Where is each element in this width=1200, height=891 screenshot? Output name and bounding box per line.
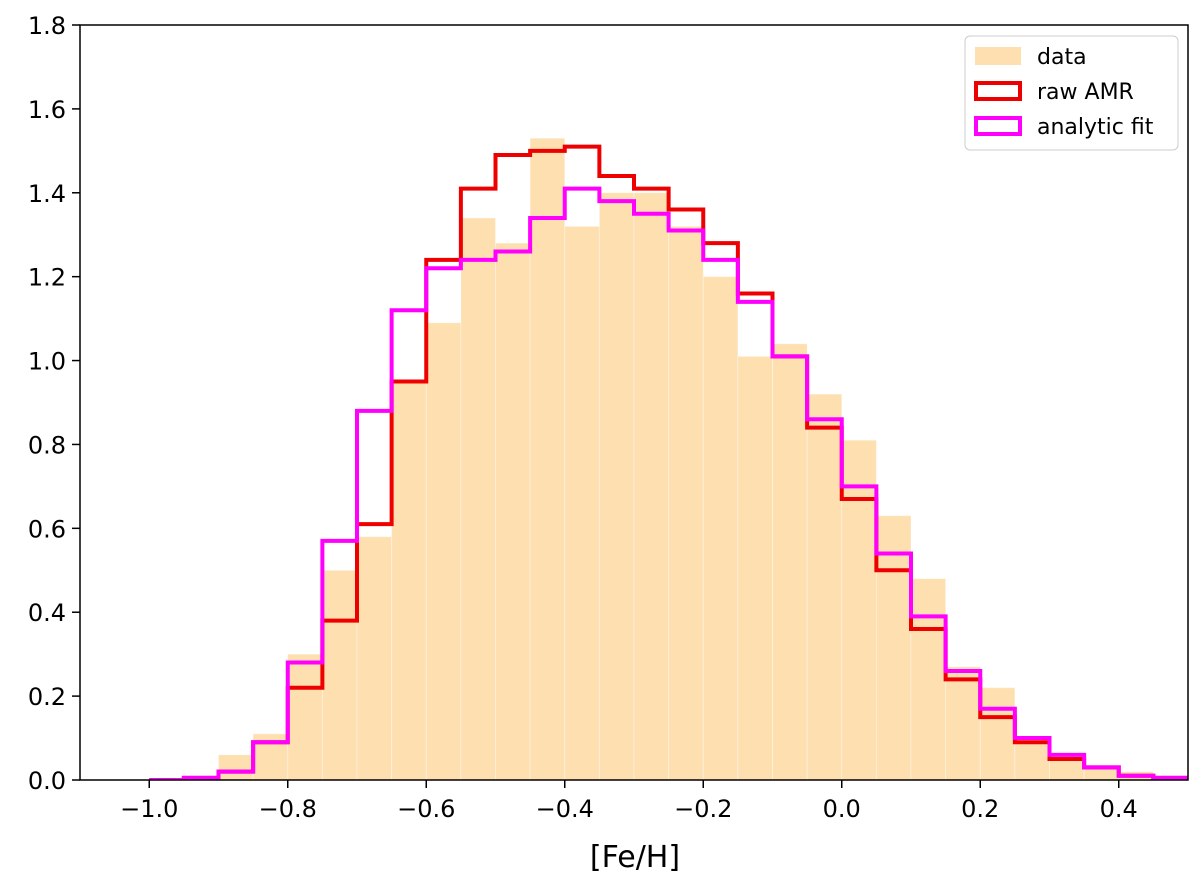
legend-swatch xyxy=(974,81,1022,101)
histogram-bar xyxy=(1014,737,1050,780)
legend-label: analytic fit xyxy=(1037,115,1154,140)
x-axis-label: [Fe/H] xyxy=(590,840,680,875)
histogram-bar xyxy=(287,653,323,780)
y-tick-label: 0.4 xyxy=(28,599,66,627)
histogram-bar xyxy=(1049,758,1085,780)
histogram-bar xyxy=(425,322,462,780)
x-tick-label: 0.2 xyxy=(961,795,999,823)
histogram-bar xyxy=(702,276,739,780)
legend-label: raw AMR xyxy=(1037,80,1134,105)
histogram-bar xyxy=(391,381,427,780)
axes: −1.0 −0.8 −0.6 −0.4 −0.2 0.0 0.2 0.4 0.0 0.2 0.4 0.… xyxy=(28,12,1189,823)
histogram-bar xyxy=(910,578,947,780)
series-line-analytic-fit xyxy=(149,186,1188,780)
x-tick-label: 0.4 xyxy=(1100,795,1138,823)
histogram-bar xyxy=(806,393,843,780)
histogram-bar xyxy=(564,225,600,780)
y-tick-label: 1.0 xyxy=(28,348,66,376)
x-tick-label: −0.6 xyxy=(397,795,455,823)
data-bars xyxy=(183,137,1188,780)
y-tick-label: 1.8 xyxy=(28,12,66,40)
y-tick-label: 1.2 xyxy=(28,264,66,292)
x-tick-label: −0.8 xyxy=(259,795,317,823)
y-tick-label: 0.8 xyxy=(28,431,66,459)
x-tick-label: −0.2 xyxy=(674,795,732,823)
histogram-bar xyxy=(321,569,358,780)
histogram-bar xyxy=(875,515,912,780)
histogram-bar xyxy=(772,343,808,780)
histogram-bar xyxy=(945,666,981,780)
histogram-bar xyxy=(495,242,531,780)
histogram-bar xyxy=(841,439,877,780)
histogram-bar xyxy=(737,355,773,780)
histogram-bar xyxy=(218,754,254,780)
histogram-bar xyxy=(598,192,635,780)
legend-label: data xyxy=(1037,45,1087,70)
x-tick-label: −1.0 xyxy=(120,795,178,823)
histogram-bar xyxy=(668,225,704,780)
y-tick-label: 0.0 xyxy=(28,767,66,795)
histogram-bar xyxy=(633,192,670,780)
histogram-bar xyxy=(460,217,496,780)
legend-swatch xyxy=(975,47,1021,65)
legend-swatch xyxy=(974,116,1022,136)
histogram-bar xyxy=(979,687,1016,780)
histogram-bar xyxy=(356,536,393,780)
y-tick-label: 0.6 xyxy=(28,515,66,543)
histogram-bar xyxy=(529,137,566,780)
y-tick-label: 1.4 xyxy=(28,180,66,208)
y-tick-label: 1.6 xyxy=(28,96,66,124)
x-tick-label: −0.4 xyxy=(536,795,594,823)
plot-frame xyxy=(79,24,1189,781)
step-lines xyxy=(149,144,1188,780)
legend: data raw AMR analytic fit xyxy=(964,35,1179,151)
x-tick-label: 0.0 xyxy=(823,795,861,823)
y-tick-label: 0.2 xyxy=(28,683,66,711)
